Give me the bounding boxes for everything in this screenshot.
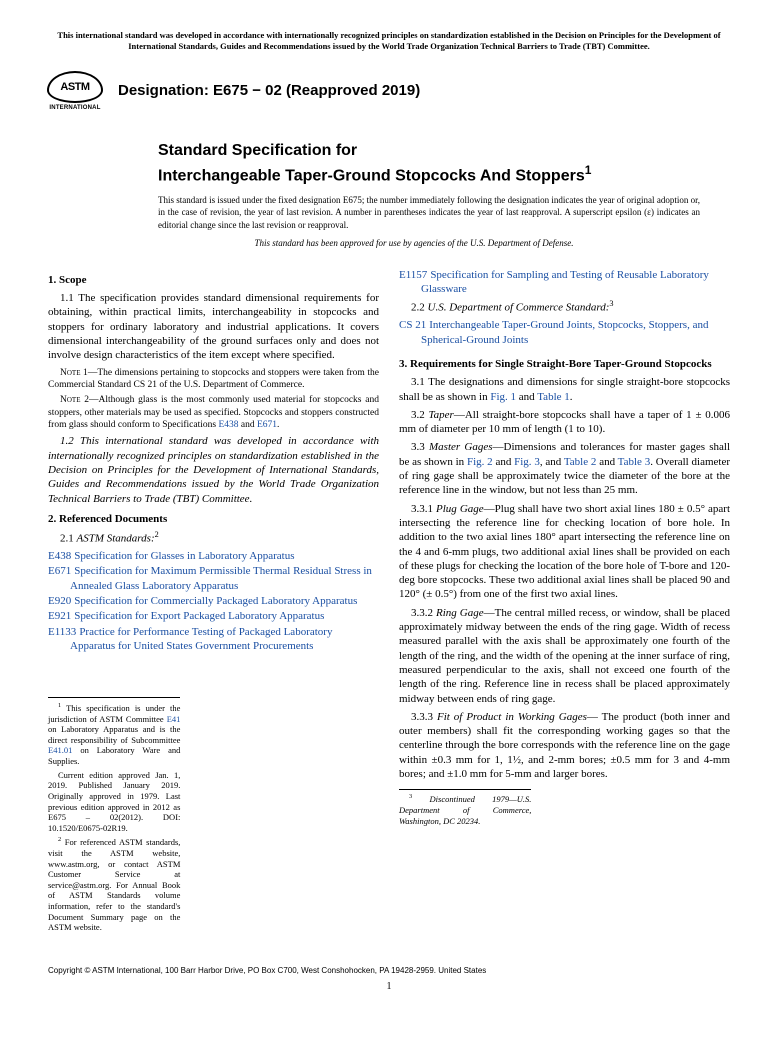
- ref-e1157[interactable]: E1157Specification for Sampling and Test…: [399, 268, 730, 297]
- para-1-1: 1.1 The specification provides standard …: [48, 291, 379, 362]
- subhead-2-1: 2.1 ASTM Standards:2: [48, 530, 379, 546]
- ref-e1133[interactable]: E1133Practice for Performance Testing of…: [48, 625, 379, 654]
- header-row: ASTM INTERNATIONAL Designation: E675 − 0…: [48, 67, 730, 115]
- section-3-head: 3. Requirements for Single Straight-Bore…: [399, 357, 730, 371]
- ref-e671[interactable]: E671Specification for Maximum Permissibl…: [48, 564, 379, 593]
- para-3-3-3: 3.3.3 Fit of Product in Working Gages— T…: [399, 710, 730, 781]
- intro-note-1: This standard is issued under the fixed …: [158, 194, 700, 230]
- para-3-2: 3.2 Taper—All straight-bore stopcocks sh…: [399, 408, 730, 437]
- footnote-2: 2 For referenced ASTM standards, visit t…: [48, 836, 180, 932]
- logo-subtext: INTERNATIONAL: [49, 105, 100, 111]
- link-e41[interactable]: E41: [167, 714, 181, 724]
- designation: Designation: E675 − 02 (Reapproved 2019): [118, 82, 420, 99]
- ref-cs21[interactable]: CS 21Interchangeable Taper-Ground Joints…: [399, 318, 730, 347]
- link-table1[interactable]: Table 1: [537, 391, 570, 403]
- page-number: 1: [48, 981, 730, 992]
- subhead-2-2: 2.2 U.S. Department of Commerce Standard…: [399, 299, 730, 315]
- para-3-3-1: 3.3.1 Plug Gage—Plug shall have two shor…: [399, 502, 730, 602]
- link-fig3[interactable]: Fig. 3: [514, 456, 540, 468]
- logo-mark: ASTM: [47, 71, 103, 103]
- link-fig1[interactable]: Fig. 1: [490, 391, 516, 403]
- link-e671[interactable]: E671: [257, 420, 277, 430]
- para-3-3-2: 3.3.2 Ring Gage—The central milled reces…: [399, 606, 730, 706]
- top-banner: This international standard was develope…: [48, 30, 730, 53]
- astm-logo: ASTM INTERNATIONAL: [48, 67, 102, 115]
- left-column: 1. Scope 1.1 The specification provides …: [48, 267, 379, 936]
- right-column: E1157Specification for Sampling and Test…: [399, 267, 730, 936]
- note-2: Note 2—Although glass is the most common…: [48, 394, 379, 431]
- section-2-head: 2. Referenced Documents: [48, 512, 379, 526]
- ref-e438[interactable]: E438Specification for Glasses in Laborat…: [48, 549, 379, 563]
- para-1-2: 1.2 This international standard was deve…: [48, 434, 379, 505]
- intro-note-2: This standard has been approved for use …: [158, 237, 670, 249]
- link-fig2[interactable]: Fig. 2: [467, 456, 493, 468]
- para-3-1: 3.1 The designations and dimensions for …: [399, 375, 730, 404]
- footnote-3: 3 Discontinued 1979—U.S. Department of C…: [399, 789, 531, 827]
- link-table3[interactable]: Table 3: [618, 456, 651, 468]
- title-line2: Interchangeable Taper-Ground Stopcocks A…: [158, 163, 730, 186]
- copyright: Copyright © ASTM International, 100 Barr…: [48, 966, 730, 975]
- section-1-head: 1. Scope: [48, 273, 379, 287]
- footnotes-left: 1 This specification is under the jurisd…: [48, 697, 180, 933]
- ref-e920[interactable]: E920Specification for Commercially Packa…: [48, 594, 379, 608]
- footnote-1: 1 This specification is under the jurisd…: [48, 702, 180, 767]
- title-block: Standard Specification for Interchangeab…: [158, 141, 730, 186]
- footnote-1b: Current edition approved Jan. 1, 2019. P…: [48, 770, 180, 834]
- body-columns: 1. Scope 1.1 The specification provides …: [48, 267, 730, 936]
- link-e4101[interactable]: E41.01: [48, 745, 72, 755]
- title-line1: Standard Specification for: [158, 141, 730, 161]
- note-1: Note 1—The dimensions pertaining to stop…: [48, 367, 379, 392]
- page: This international standard was develope…: [0, 0, 778, 1008]
- para-3-3: 3.3 Master Gages—Dimensions and toleranc…: [399, 440, 730, 497]
- ref-e921[interactable]: E921Specification for Export Packaged La…: [48, 609, 379, 623]
- link-table2[interactable]: Table 2: [564, 456, 597, 468]
- link-e438[interactable]: E438: [218, 420, 238, 430]
